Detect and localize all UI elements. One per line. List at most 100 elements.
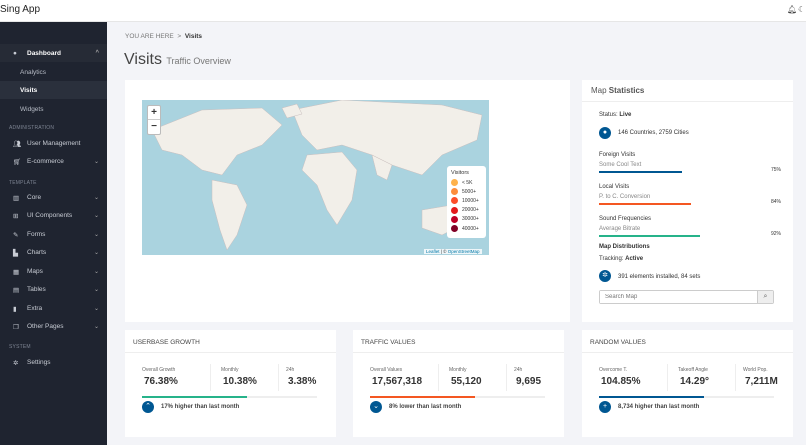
legend-label: 5000+ bbox=[462, 188, 477, 195]
world-map[interactable] bbox=[142, 100, 489, 255]
title-a: Map bbox=[591, 86, 607, 95]
divider bbox=[353, 352, 564, 353]
divider bbox=[438, 364, 439, 391]
legend-swatch bbox=[451, 197, 458, 205]
stat-percent: 75% bbox=[771, 167, 782, 173]
gear-icon: ✲ bbox=[13, 359, 19, 367]
sidebar-sub-analytics[interactable]: Analytics bbox=[20, 68, 47, 76]
sidebar-item-label: Forms bbox=[27, 231, 46, 238]
tracking-value: Active bbox=[625, 256, 644, 262]
file-icon: ▮ bbox=[13, 305, 17, 313]
moon-icon[interactable]: ☾ bbox=[798, 5, 806, 14]
top-bar: Sing App 🔔︎ ☾ bbox=[0, 0, 806, 22]
map-icon: ▦ bbox=[13, 268, 20, 276]
chevron-down-icon: ⌄ bbox=[93, 213, 99, 219]
metric-value: 55,120 bbox=[451, 376, 482, 387]
breadcrumb: YOU ARE HERE > Visits bbox=[125, 33, 202, 40]
divider bbox=[210, 364, 211, 391]
sidebar-item-label: Settings bbox=[27, 359, 51, 366]
section-header: TEMPLATE bbox=[9, 180, 37, 186]
legend-swatch bbox=[451, 225, 458, 233]
sidebar-item-core[interactable]: ▥ Core ⌄ bbox=[0, 189, 107, 206]
stat-progress-bar bbox=[599, 171, 682, 173]
legend-swatch bbox=[451, 206, 458, 214]
sidebar-item-ui-components[interactable]: ⊞ UI Components ⌄ bbox=[0, 207, 107, 224]
legend-swatch bbox=[451, 215, 458, 223]
metric-value: 9,695 bbox=[516, 376, 542, 387]
divider bbox=[582, 352, 793, 353]
sidebar-item-label: Extra bbox=[27, 305, 43, 312]
zoom-out-button[interactable]: − bbox=[151, 121, 157, 132]
sidebar-item-settings[interactable]: ✲ Settings bbox=[0, 354, 107, 371]
sidebar-item-charts[interactable]: ▙ Charts ⌄ bbox=[0, 244, 107, 261]
legend-label: 30000+ bbox=[462, 216, 479, 223]
sidebar-item-user-management[interactable]: 👥︎ User Management bbox=[0, 135, 107, 152]
sidebar-item-other-pages[interactable]: ❐ Other Pages ⌄ bbox=[0, 318, 107, 335]
search-icon[interactable]: ⌕ bbox=[757, 291, 773, 303]
card-title: USERBASE GROWTH bbox=[133, 339, 200, 346]
sidebar-item-label: Maps bbox=[27, 268, 43, 275]
metric-label: Monthly bbox=[449, 367, 467, 373]
breadcrumb-sep: > bbox=[177, 33, 182, 40]
countries-text: 146 Countries, 2759 Cities bbox=[618, 130, 689, 136]
divider bbox=[125, 352, 336, 353]
legend-item: 5000+ bbox=[451, 187, 482, 196]
sidebar-item-maps[interactable]: ▦ Maps ⌄ bbox=[0, 263, 107, 280]
grid-icon: ⊞ bbox=[13, 212, 19, 220]
progress-fill bbox=[370, 396, 475, 398]
metric-label: Monthly bbox=[221, 367, 239, 373]
sidebar: ● Dashboard ^ Analytics Visits Widgets ADM… bbox=[0, 22, 107, 445]
legend-swatch bbox=[451, 188, 458, 196]
status-label: Status: bbox=[599, 112, 618, 118]
legend-label: 10000+ bbox=[462, 197, 479, 204]
progress-track bbox=[142, 396, 317, 398]
map-statistics-card bbox=[582, 80, 793, 322]
trend-note: 8% lower than last month bbox=[389, 404, 462, 410]
progress-fill bbox=[142, 396, 247, 398]
sidebar-item-forms[interactable]: ✎ Forms ⌄ bbox=[0, 226, 107, 243]
stat-progress-bar bbox=[599, 235, 701, 237]
bell-icon[interactable]: 🔔︎ bbox=[787, 5, 798, 14]
osm-link[interactable]: OpenStreetMap bbox=[447, 249, 480, 254]
stat-title: Local Visits bbox=[599, 184, 630, 190]
sidebar-item-extra[interactable]: ▮ Extra ⌄ bbox=[0, 300, 107, 317]
chevron-down-icon: ⌄ bbox=[93, 269, 99, 275]
search-map-input[interactable] bbox=[600, 291, 758, 303]
map-zoom-control: + − bbox=[147, 105, 161, 135]
stat-percent: 84% bbox=[771, 199, 782, 205]
sidebar-item-label: UI Components bbox=[27, 212, 73, 219]
legend-label: 20000+ bbox=[462, 207, 479, 214]
sidebar-sub-widgets[interactable]: Widgets bbox=[20, 105, 44, 113]
sidebar-item-dashboard[interactable]: ● Dashboard ^ bbox=[0, 44, 107, 62]
card-title: Map Statistics bbox=[591, 86, 644, 95]
sidebar-item-tables[interactable]: ▤ Tables ⌄ bbox=[0, 281, 107, 298]
metric-value: 76.38% bbox=[144, 376, 178, 387]
zoom-in-button[interactable]: + bbox=[148, 106, 160, 120]
sidebar-item-label: Core bbox=[27, 194, 42, 201]
sidebar-sub-visits[interactable]: Visits bbox=[0, 81, 107, 99]
chevron-down-icon: ⌄ bbox=[93, 324, 99, 330]
stat-progress-bar bbox=[599, 203, 692, 205]
stat-subtitle: P. to C. Conversion bbox=[599, 194, 651, 200]
metric-value: 7,211M bbox=[745, 376, 778, 387]
legend-swatch bbox=[451, 179, 458, 187]
sidebar-item-label: Charts bbox=[27, 249, 47, 256]
progress-fill bbox=[599, 396, 704, 398]
leaflet-link[interactable]: Leaflet bbox=[426, 249, 440, 254]
title-b: Statistics bbox=[608, 86, 645, 95]
attribution-sep: | © bbox=[439, 249, 448, 254]
trend-note: 8,734 higher than last month bbox=[618, 404, 700, 410]
chevron-up-icon: ^ bbox=[95, 50, 99, 56]
legend-label: < 5K bbox=[462, 179, 473, 186]
divider bbox=[278, 364, 279, 391]
sidebar-item-e-commerce[interactable]: 🛒︎ E-commerce ⌄ bbox=[0, 153, 107, 170]
stat-subtitle: Average Bitrate bbox=[599, 226, 641, 232]
legend-title: Visitors bbox=[451, 170, 469, 176]
sidebar-item-label: User Management bbox=[27, 140, 81, 147]
chevron-down-icon: ⌄ bbox=[93, 159, 99, 165]
page-title-text: Visits bbox=[124, 51, 162, 68]
chevron-down-icon: ⌄ bbox=[370, 401, 382, 413]
stat-card-userbase-growth bbox=[125, 330, 336, 437]
stat-subtitle: Some Cool Text bbox=[599, 162, 642, 168]
chevron-up-icon: ⌃ bbox=[142, 401, 154, 413]
